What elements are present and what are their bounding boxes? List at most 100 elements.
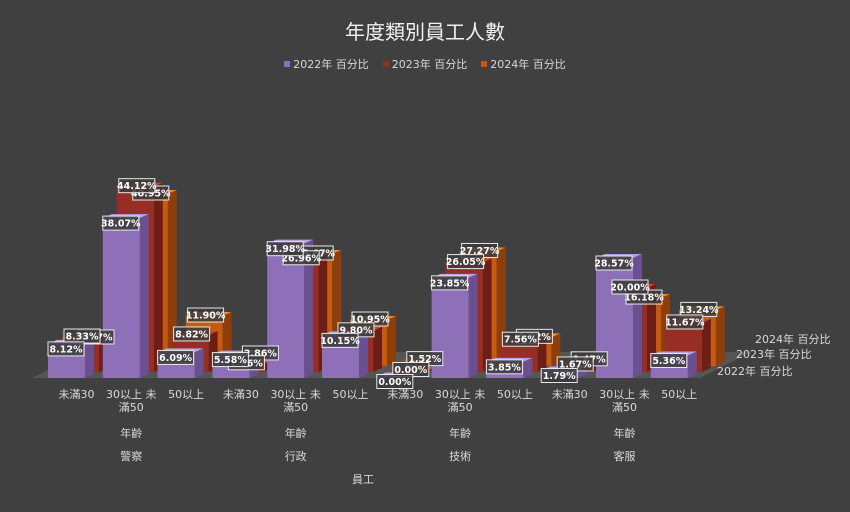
- data-label-box-2022-9: [540, 367, 578, 383]
- group-label-0: 警察: [120, 449, 142, 463]
- data-label-2023-5: 9.80%: [340, 325, 373, 336]
- data-label-box-2023-11: [666, 314, 704, 330]
- data-label-box-2023-7: [447, 254, 485, 270]
- tick-label-3-0: 未滿30: [223, 388, 259, 401]
- data-label-box-2023-10: [611, 279, 649, 295]
- bar-side-2022-1: [139, 214, 149, 378]
- tick-label-11-0: 50以上: [661, 388, 697, 401]
- tick-label-2-0: 50以上: [168, 388, 204, 401]
- group-age-label-0: 年齡: [120, 426, 142, 440]
- data-label-box-2022-6: [376, 374, 414, 389]
- bar-side-2024-1: [167, 190, 177, 366]
- data-label-2024-2: 11.90%: [186, 311, 226, 322]
- tick-label-8-0: 50以上: [497, 388, 533, 401]
- legend-item-2024[interactable]: 2024年 百分比: [481, 56, 566, 72]
- bar-side-2022-5: [359, 331, 368, 378]
- data-label-box-2022-4: [266, 241, 304, 257]
- bar-side-2023-8: [537, 336, 547, 372]
- bar-side-2023-10: [647, 284, 656, 372]
- data-label-2022-4: 31.98%: [265, 244, 305, 255]
- tick-label-7-1: 滿50: [448, 401, 473, 414]
- bar-side-2023-7: [482, 258, 492, 372]
- data-label-2022-6: 0.00%: [378, 377, 411, 388]
- tick-label-10-0: 30以上 未: [599, 388, 650, 401]
- data-label-2023-11: 11.67%: [665, 317, 705, 328]
- bar-2022-1: [102, 218, 140, 378]
- data-label-2023-4: 26.96%: [281, 253, 321, 264]
- data-label-2022-0: 8.12%: [50, 344, 83, 355]
- data-label-box-2022-0: [47, 341, 85, 357]
- data-label-2024-11: 13.24%: [679, 305, 719, 316]
- data-label-box-2022-7: [431, 275, 469, 291]
- data-label-2024-3: 2.86%: [244, 348, 277, 359]
- data-label-2022-5: 10.15%: [320, 336, 360, 347]
- data-label-2022-11: 5.36%: [652, 356, 685, 367]
- bar-side-2023-1: [153, 182, 163, 372]
- data-label-2022-3: 5.58%: [214, 355, 247, 366]
- data-label-2023-9: 1.67%: [559, 359, 592, 370]
- data-label-box-2022-5: [321, 332, 359, 348]
- legend-item-2022[interactable]: 2022年 百分比: [284, 56, 369, 72]
- tick-label-1-0: 30以上 未: [106, 388, 157, 401]
- legend-label-2022: 2022年 百分比: [293, 58, 369, 71]
- data-label-2022-9: 1.79%: [543, 371, 576, 382]
- chart-title: 年度類別員工人數: [345, 20, 505, 44]
- x-axis-title: 員工: [352, 473, 374, 486]
- legend: 2022年 百分比 2023年 百分比 2024年 百分比: [0, 56, 850, 72]
- data-label-box-2023-8: [501, 331, 539, 347]
- data-label-box-2022-8: [485, 359, 523, 375]
- data-label-2022-10: 28.57%: [594, 259, 634, 270]
- group-age-label-1: 年齡: [285, 426, 307, 440]
- legend-swatch-2024: [481, 61, 488, 67]
- tick-label-5-0: 50以上: [333, 388, 369, 401]
- tick-label-1-1: 滿50: [119, 401, 144, 414]
- data-label-2023-6: 0.00%: [394, 365, 427, 376]
- depth-label-2022: 2022年 百分比: [717, 364, 793, 378]
- bar-side-2023-11: [701, 318, 711, 372]
- data-label-2022-2: 6.09%: [159, 353, 192, 364]
- data-label-2022-7: 23.85%: [430, 278, 470, 289]
- legend-label-2024: 2024年 百分比: [490, 58, 566, 71]
- data-label-2023-0: 8.33%: [66, 332, 99, 343]
- legend-label-2023: 2023年 百分比: [391, 58, 468, 71]
- tick-label-4-0: 30以上 未: [270, 388, 321, 401]
- data-label-2024-1: 40.95%: [131, 189, 171, 200]
- legend-swatch-2023: [382, 61, 389, 67]
- tick-label-10-1: 滿50: [612, 401, 637, 414]
- data-label-2023-1: 44.12%: [117, 181, 157, 192]
- depth-label-2023: 2023年 百分比: [736, 347, 812, 361]
- bar-side-2024-11: [715, 306, 725, 366]
- data-label-box-2023-1: [118, 178, 156, 194]
- data-label-box-2024-2: [187, 307, 225, 323]
- group-label-3: 客服: [614, 449, 636, 463]
- tick-label-0-0: 未滿30: [59, 388, 95, 401]
- data-label-2024-6: 1.52%: [408, 354, 441, 365]
- data-label-2023-2: 8.82%: [175, 329, 208, 340]
- data-label-2023-8: 7.56%: [504, 335, 537, 346]
- tick-label-4-1: 滿50: [283, 401, 308, 414]
- bar-side-2022-11: [687, 351, 697, 378]
- bar-side-2022-8: [523, 357, 533, 378]
- data-label-box-2023-2: [173, 326, 211, 342]
- data-label-box-2022-2: [157, 349, 195, 365]
- data-label-2024-5: 10.95%: [350, 315, 390, 326]
- data-label-2023-7: 26.05%: [446, 257, 486, 268]
- tick-label-9-0: 未滿30: [552, 388, 588, 401]
- tick-label-6-0: 未滿30: [387, 388, 423, 401]
- legend-item-2023[interactable]: 2023年 百分比: [382, 56, 468, 72]
- data-label-2024-10: 16.18%: [624, 293, 664, 304]
- bar-side-2023-5: [373, 326, 382, 372]
- bar-side-2022-2: [194, 348, 204, 378]
- data-label-box-2022-3: [211, 352, 249, 368]
- depth-label-2024: 2024年 百分比: [755, 332, 831, 346]
- data-label-box-2022-11: [650, 352, 688, 368]
- tick-label-7-0: 30以上 未: [435, 388, 486, 401]
- bar-side-2024-5: [387, 316, 396, 366]
- data-label-2022-8: 3.85%: [488, 362, 521, 373]
- data-label-2022-1: 38.07%: [101, 219, 141, 230]
- bar-side-2022-7: [468, 273, 478, 378]
- data-label-2024-7: 27.27%: [460, 246, 500, 257]
- bar-side-2022-10: [633, 254, 642, 378]
